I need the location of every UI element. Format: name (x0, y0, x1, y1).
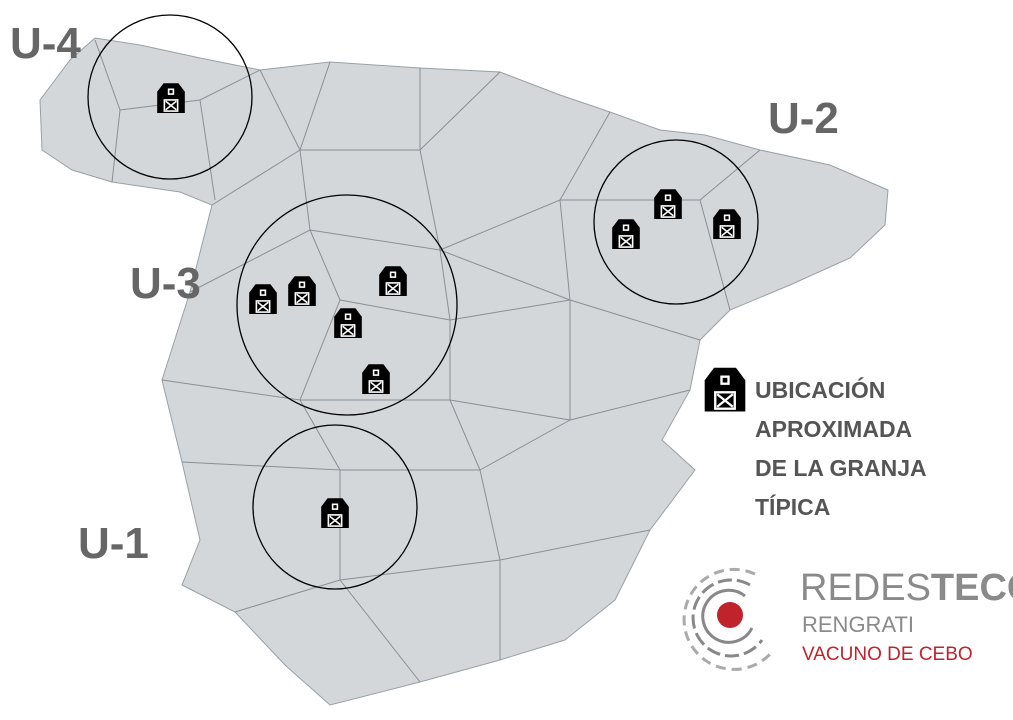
farm-icon (378, 265, 408, 297)
farm-icon (156, 82, 186, 114)
logo: REDESTECO RENGRATI VACUNO DE CEBO (682, 567, 1013, 671)
zone-label: U-1 (78, 519, 149, 568)
legend-text: DE LA GRANJA (755, 455, 927, 481)
logo-line: RENGRATI (802, 612, 914, 637)
farm-icon (712, 208, 742, 240)
country-shape (39, 37, 889, 706)
zone-label: U-4 (10, 19, 81, 68)
legend-text: TÍPICA (755, 493, 830, 520)
logo-dot (717, 602, 743, 628)
logo-mark (682, 567, 774, 671)
legend-text: APROXIMADA (755, 416, 912, 442)
zone-circles (87, 14, 759, 590)
zone-label: U-3 (130, 259, 201, 308)
zone-circle (236, 194, 458, 416)
farm-icon (320, 497, 350, 529)
legend: UBICACIÓN APROXIMADA DE LA GRANJA TÍPICA (755, 376, 927, 520)
logo-name-bold: TECO (931, 567, 1013, 609)
farm-icon (653, 188, 683, 220)
zone-circle (252, 424, 418, 590)
logo-line: VACUNO DE CEBO (802, 644, 973, 665)
farm-icon (361, 363, 391, 395)
legend-text: UBICACIÓN (755, 376, 885, 403)
logo-name-light: REDES (800, 567, 931, 609)
zone-label: U-2 (768, 94, 839, 143)
farm-icon (248, 283, 278, 315)
zone-circle (593, 139, 759, 305)
zone-circle (87, 14, 253, 180)
farm-icon (333, 307, 363, 339)
legend-icon (703, 366, 747, 413)
farm-icon (287, 275, 317, 307)
farm-icon (611, 218, 641, 250)
logo-name: REDESTECO (800, 567, 1013, 609)
province-borders (94, 39, 761, 683)
